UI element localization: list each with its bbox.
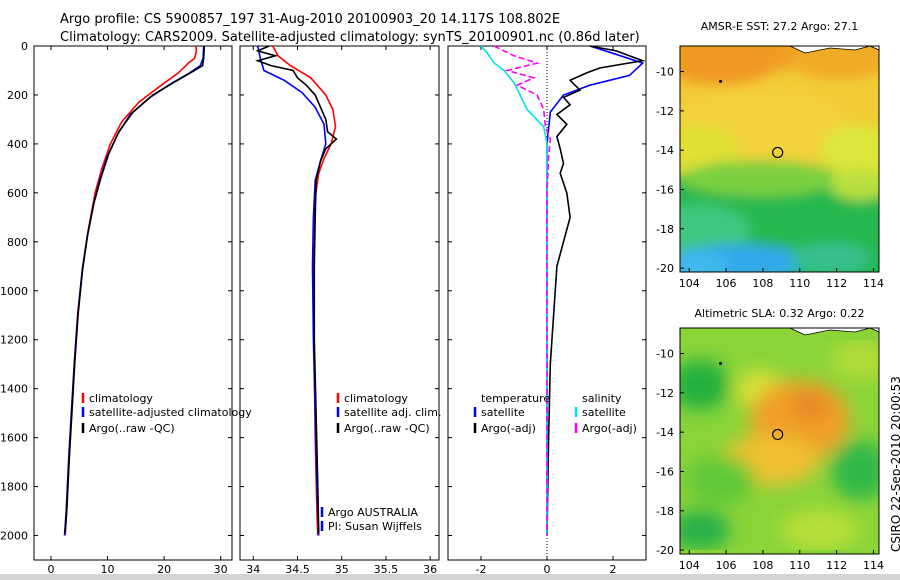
depth-tick-label: 400: [7, 138, 28, 151]
sst-map-xtick-label: 112: [826, 277, 847, 290]
sal-legend-satellite-label: satellite adj. clim.: [344, 406, 441, 419]
sla-map-island-marker: [719, 361, 723, 365]
depth-tick-label: 800: [7, 236, 28, 249]
sst-map-ytick-label: -16: [656, 183, 674, 196]
temperature-series-argo-raw-qc-: [64, 45, 206, 534]
salinity-xtick-label: 34.5: [285, 563, 310, 576]
depth-tick-label: 600: [7, 187, 28, 200]
diff-legend-temp-satellite-label: satellite: [481, 406, 525, 419]
difference-series-salinity-satellite: [480, 45, 548, 536]
difference-series-salinity-argo-adj-: [493, 45, 552, 536]
depth-tick-label: 1600: [0, 432, 28, 445]
sal-legend-climatology-label: climatology: [344, 392, 408, 405]
salinity-xtick-label: 34: [246, 563, 260, 576]
sal-legend-argo-label: Argo(..raw -QC): [344, 422, 430, 435]
difference-xtick-label: 0: [544, 563, 551, 576]
window-bottom-bar: [0, 574, 900, 580]
depth-tick-label: 1200: [0, 334, 28, 347]
sst-map-xtick-label: 114: [863, 277, 884, 290]
salinity-xtick-label: 36: [423, 563, 437, 576]
depth-tick-label: 1800: [0, 481, 28, 494]
temp-legend-argo-label: Argo(..raw -QC): [89, 422, 175, 435]
salinity-series-satellite-adj-clim-: [256, 45, 327, 536]
sla-map-xtick-label: 104: [679, 559, 700, 572]
sst-map-xtick-label: 104: [679, 277, 700, 290]
sla-map-xtick-label: 106: [716, 559, 737, 572]
sst-map-xtick-label: 110: [789, 277, 810, 290]
sla-map-argo-marker: [772, 428, 784, 441]
sst-map-xtick-label: 108: [752, 277, 773, 290]
sal-annotation-institution-label: Argo AUSTRALIA: [328, 506, 418, 519]
diff-legend-sal-satellite-label: satellite: [582, 406, 626, 419]
sst-map-ytick-label: -18: [656, 223, 674, 236]
sla-map-ytick-label: -14: [656, 426, 674, 439]
difference-xtick-label: 2: [610, 563, 617, 576]
figure-title-line2: Climatology: CARS2009. Satellite-adjuste…: [60, 30, 640, 45]
sla-map-ytick-label: -18: [656, 505, 674, 518]
sla-map-xtick-label: 110: [789, 559, 810, 572]
depth-tick-label: 1400: [0, 383, 28, 396]
depth-tick-label: 0: [21, 40, 28, 53]
temperature-xtick-label: 0: [47, 563, 54, 576]
sst-map-island-marker: [719, 79, 723, 83]
temperature-xtick-label: 10: [101, 563, 115, 576]
sst-map-ytick-label: -14: [656, 144, 674, 157]
sst-map-field: [680, 46, 879, 272]
temperature-series-climatology: [64, 45, 198, 536]
sla-map-title: Altimetric SLA: 0.32 Argo: 0.22: [694, 307, 864, 320]
salinity-axes-box: [239, 45, 440, 561]
temp-legend-climatology-label: climatology: [89, 392, 153, 405]
depth-tick-label: 2000: [0, 530, 28, 543]
sal-annotation-pi: PI: Susan Wijffels: [328, 520, 422, 533]
sla-map-field: [680, 328, 879, 554]
temperature-xtick-label: 20: [157, 563, 171, 576]
temperature-series-satellite-adjusted-climatology: [63, 45, 205, 536]
figure-title-line1: Argo profile: CS 5900857_197 31-Aug-2010…: [60, 12, 561, 27]
sla-map-xtick-label: 112: [826, 559, 847, 572]
temp-legend-satellite-label: satellite-adjusted climatology: [89, 406, 252, 419]
sla-map-xtick-label: 114: [863, 559, 884, 572]
depth-tick-label: 200: [7, 89, 28, 102]
sla-map-ytick-label: -12: [656, 387, 674, 400]
sst-map-frame: [679, 45, 880, 273]
diff-legend-temp-argo-label: Argo(-adj): [481, 422, 536, 435]
sst-map-ytick-label: -10: [656, 66, 674, 79]
sst-map-ytick-label: -20: [656, 262, 674, 275]
salinity-series-argo-raw-qc-: [255, 45, 338, 534]
sla-map-ytick-label: -20: [656, 544, 674, 557]
temperature-axes-box: [33, 45, 233, 561]
sla-map-ytick-label: -10: [656, 348, 674, 361]
diff-legend-temperature-title: temperature: [481, 392, 550, 405]
temperature-xtick-label: 30: [214, 563, 228, 576]
sst-map-ytick-label: -12: [656, 105, 674, 118]
sst-map-title: AMSR-E SST: 27.2 Argo: 27.1: [701, 20, 859, 33]
diff-legend-sal-argo-label: Argo(-adj): [582, 422, 637, 435]
difference-series-temperature-argo-adj-: [546, 45, 646, 536]
depth-tick-label: 1000: [0, 285, 28, 298]
sla-map-frame: [679, 327, 880, 555]
sst-map-xtick-label: 106: [716, 277, 737, 290]
sla-map-xtick-label: 108: [752, 559, 773, 572]
difference-xtick-label: -2: [476, 563, 487, 576]
sla-map-ytick-label: -16: [656, 465, 674, 478]
diff-legend-salinity-title: salinity: [582, 392, 622, 405]
salinity-xtick-label: 35: [335, 563, 349, 576]
sst-map-argo-marker: [772, 146, 784, 159]
salinity-xtick-label: 35.5: [374, 563, 399, 576]
